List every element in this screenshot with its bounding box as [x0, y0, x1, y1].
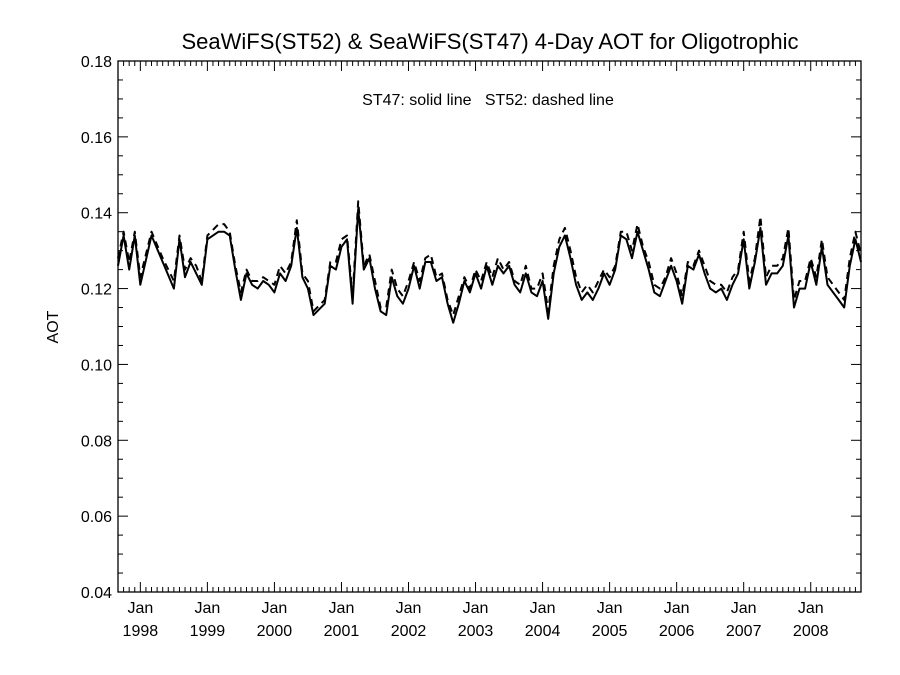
series-line-st47	[117, 207, 862, 324]
x-tick-year-label: 2006	[659, 623, 695, 640]
x-tick-month-label: Jan	[530, 600, 556, 617]
x-tick-month-label: Jan	[396, 600, 422, 617]
y-tick-label: 0.06	[81, 509, 112, 526]
x-tick-year-label: 1999	[190, 623, 226, 640]
y-tick-label: 0.04	[81, 585, 112, 602]
x-tick-year-label: 2001	[324, 623, 360, 640]
y-axis-label: AOT	[45, 310, 62, 343]
x-tick-year-label: 2007	[726, 623, 762, 640]
y-tick-label: 0.08	[81, 433, 112, 450]
y-tick-label: 0.12	[81, 282, 112, 299]
x-tick-month-label: Jan	[329, 600, 355, 617]
series-line-st52	[117, 200, 862, 317]
x-tick-year-label: 2008	[793, 623, 829, 640]
chart-title: SeaWiFS(ST52) & SeaWiFS(ST47) 4-Day AOT …	[182, 29, 799, 54]
x-tick-year-label: 2000	[257, 623, 293, 640]
x-tick-month-label: Jan	[731, 600, 757, 617]
x-tick-month-label: Jan	[262, 600, 288, 617]
y-tick-label: 0.18	[81, 54, 112, 71]
y-tick-label: 0.14	[81, 206, 112, 223]
x-tick-month-label: Jan	[664, 600, 690, 617]
x-tick-year-label: 1998	[123, 623, 159, 640]
x-tick-year-label: 2003	[458, 623, 494, 640]
x-tick-month-label: Jan	[597, 600, 623, 617]
y-tick-label: 0.10	[81, 357, 112, 374]
x-tick-year-label: 2002	[391, 623, 427, 640]
x-tick-month-label: Jan	[463, 600, 489, 617]
series-annotation: ST47: solid line ST52: dashed line	[362, 92, 614, 109]
x-tick-year-label: 2005	[592, 623, 628, 640]
x-tick-year-label: 2004	[525, 623, 561, 640]
axes: 0.04 0.06 0.08 0.10 0.12 0.14 0.16 0.18 Jan 1998 J…	[81, 54, 862, 640]
data-lines	[117, 200, 862, 324]
plot-frame	[117, 60, 862, 593]
y-tick-label: 0.16	[81, 130, 112, 147]
x-tick-month-label: Jan	[127, 600, 153, 617]
x-tick-month-label: Jan	[194, 600, 220, 617]
x-tick-month-label: Jan	[798, 600, 824, 617]
